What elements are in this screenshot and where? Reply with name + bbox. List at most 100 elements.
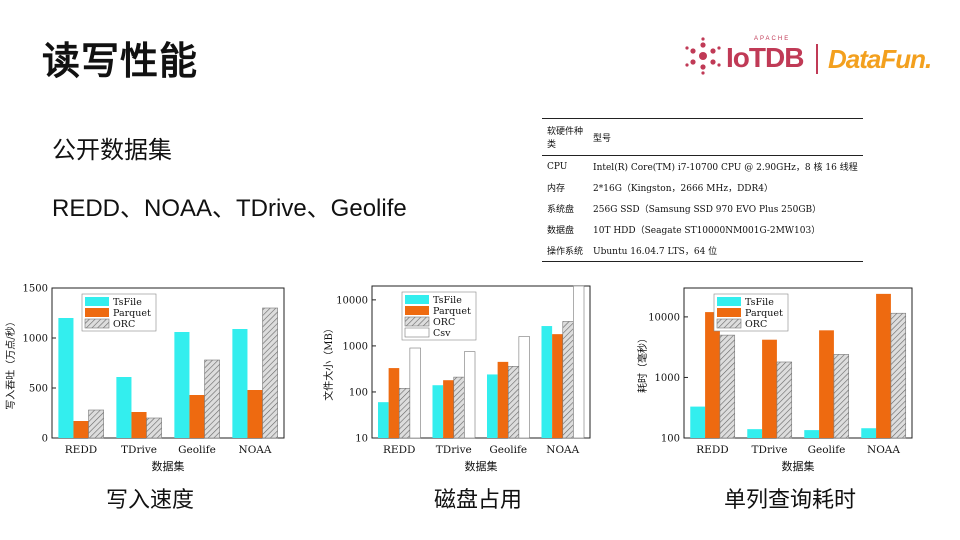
- table-cell: Intel(R) Core(TM) i7-10700 CPU @ 2.90GHz…: [593, 163, 858, 173]
- bar-orc-geolife: [507, 366, 520, 439]
- legend-label: Csv: [433, 328, 451, 339]
- caption-disk-usage: 磁盘占用: [433, 488, 522, 513]
- legend-label: Parquet: [113, 308, 151, 319]
- legend-swatch: [405, 295, 429, 304]
- write-speed-chart: 0 500 1000 1500 REDD TDrive Geolife NOAA 数据集 写入吞吐…: [4, 284, 285, 473]
- plot-frame: [371, 285, 591, 439]
- bar-tsfile-geolife: [804, 430, 820, 438]
- x-tick-label: REDD: [383, 444, 415, 456]
- bar-orc-redd: [88, 409, 104, 439]
- y-tick-label: 100: [661, 434, 680, 445]
- bar-parquet-geolife: [819, 330, 834, 438]
- legend-label: ORC: [433, 317, 455, 328]
- x-tick-label: REDD: [65, 444, 97, 456]
- bar-parquet-geolife: [189, 395, 205, 438]
- table-header: 型号: [588, 118, 863, 156]
- datafun-logo: DataFun.: [828, 44, 932, 74]
- y-axis-label: 耗时（毫秒）: [636, 333, 649, 393]
- x-axis-label: 数据集: [152, 459, 185, 473]
- x-tick-label: TDrive: [121, 444, 157, 456]
- legend-swatch: [85, 308, 109, 317]
- subtitle: 公开数据集: [52, 136, 172, 164]
- y-tick-label: 10: [355, 434, 368, 445]
- x-axis-label: 数据集: [465, 459, 498, 473]
- y-tick-label: 1000: [655, 373, 680, 384]
- y-axis-label: 写入吞吐（万点/秒）: [4, 316, 17, 409]
- table-header: 软硬件种类: [542, 118, 589, 156]
- dataset-list: REDD、NOAA、TDrive、Geolife: [52, 195, 407, 222]
- x-tick-label: NOAA: [867, 444, 900, 456]
- bar-csv-redd: [409, 347, 421, 439]
- legend-swatch: [84, 318, 110, 329]
- bar-tsfile-tdrive: [432, 385, 444, 438]
- x-tick-label: Geolife: [489, 444, 527, 456]
- bar-orc-geolife: [833, 354, 850, 439]
- bar-tsfile-redd: [690, 406, 706, 438]
- legend-swatch: [716, 318, 742, 329]
- bar-parquet-tdrive: [131, 412, 147, 438]
- bar-tsfile-noaa: [861, 428, 877, 438]
- bar-tsfile-redd: [58, 318, 74, 438]
- bar-csv-tdrive: [464, 351, 476, 439]
- bar-orc-noaa: [262, 307, 278, 439]
- bar-csv-geolife: [518, 336, 530, 439]
- legend-swatch: [404, 316, 430, 327]
- bar-parquet-redd: [388, 368, 400, 438]
- bar-parquet-noaa: [247, 390, 263, 438]
- bar-parquet-redd: [73, 421, 89, 438]
- bar-orc-noaa: [562, 321, 574, 439]
- bar-orc-tdrive: [146, 417, 162, 439]
- bar-parquet-redd: [705, 312, 720, 438]
- x-tick-label: Geolife: [808, 444, 846, 456]
- bar-orc-redd: [398, 388, 411, 439]
- bar-tsfile-noaa: [541, 326, 553, 438]
- table-cell: 256G SSD（Samsung SSD 970 EVO Plus 250GB）: [593, 205, 822, 215]
- table-cell: 操作系统: [542, 240, 589, 262]
- table-row: 数据盘 10T HDD（Seagate ST10000NM001G-2MW103…: [542, 219, 863, 240]
- table-header-row: 软硬件种类 型号: [542, 118, 863, 156]
- bar-orc-tdrive: [453, 376, 465, 439]
- y-tick-label: 500: [29, 384, 48, 395]
- bar-orc-tdrive: [776, 361, 793, 439]
- logo-group: APACHE IoTDB DataFun.: [684, 36, 936, 80]
- legend-swatch: [717, 297, 741, 306]
- plot-frame: [51, 287, 285, 439]
- table-cell: 数据盘: [547, 226, 575, 236]
- logo-divider: [816, 44, 818, 74]
- plot-frame: [683, 287, 913, 439]
- bar-orc-geolife: [204, 359, 220, 439]
- legend-label: TsFile: [745, 297, 774, 308]
- bar-tsfile-tdrive: [116, 377, 132, 438]
- table-row: 系统盘 256G SSD（Samsung SSD 970 EVO Plus 25…: [542, 198, 863, 219]
- iotdb-logo: IoTDB: [726, 42, 804, 73]
- legend-swatch: [404, 327, 430, 338]
- table-cell: Ubuntu 16.04.7 LTS，64 位: [588, 240, 863, 262]
- bar-csv-noaa: [573, 285, 585, 439]
- legend-label: ORC: [745, 319, 767, 330]
- legend-label: Parquet: [745, 308, 783, 319]
- bar-tsfile-noaa: [232, 329, 248, 438]
- table-cell: 10T HDD（Seagate ST10000NM001G-2MW103）: [593, 226, 821, 236]
- caption-write-speed: 写入速度: [105, 488, 194, 513]
- bar-tsfile-tdrive: [747, 429, 763, 438]
- legend-swatch: [405, 306, 429, 315]
- table-row: 内存 2*16G（Kingston，2666 MHz，DDR4）: [542, 177, 863, 198]
- table-row: 操作系统 Ubuntu 16.04.7 LTS，64 位: [542, 240, 863, 262]
- y-tick-label: 0: [42, 434, 48, 445]
- legend-swatch: [85, 297, 109, 306]
- caption-query-latency: 单列查询耗时: [723, 488, 856, 513]
- legend-label: Parquet: [433, 306, 471, 317]
- bar-parquet-noaa: [552, 334, 563, 438]
- bar-orc-noaa: [890, 312, 907, 439]
- disk-usage-chart: 10 100 1000 10000 REDD TDrive Geolife NOAA 数据集 文件…: [322, 285, 591, 473]
- x-axis-label: 数据集: [782, 459, 815, 473]
- bar-tsfile-geolife: [174, 332, 190, 438]
- table-cell: CPU: [547, 161, 568, 172]
- y-axis-label: 文件大小（MB）: [322, 323, 335, 401]
- x-tick-label: REDD: [696, 444, 728, 456]
- y-tick-label: 1500: [23, 284, 48, 295]
- table-cell: 系统盘: [547, 205, 575, 215]
- table-row: CPU Intel(R) Core(TM) i7-10700 CPU @ 2.9…: [542, 156, 863, 178]
- bar-tsfile-redd: [377, 402, 389, 438]
- iotdb-logo-mark-icon: [685, 37, 721, 75]
